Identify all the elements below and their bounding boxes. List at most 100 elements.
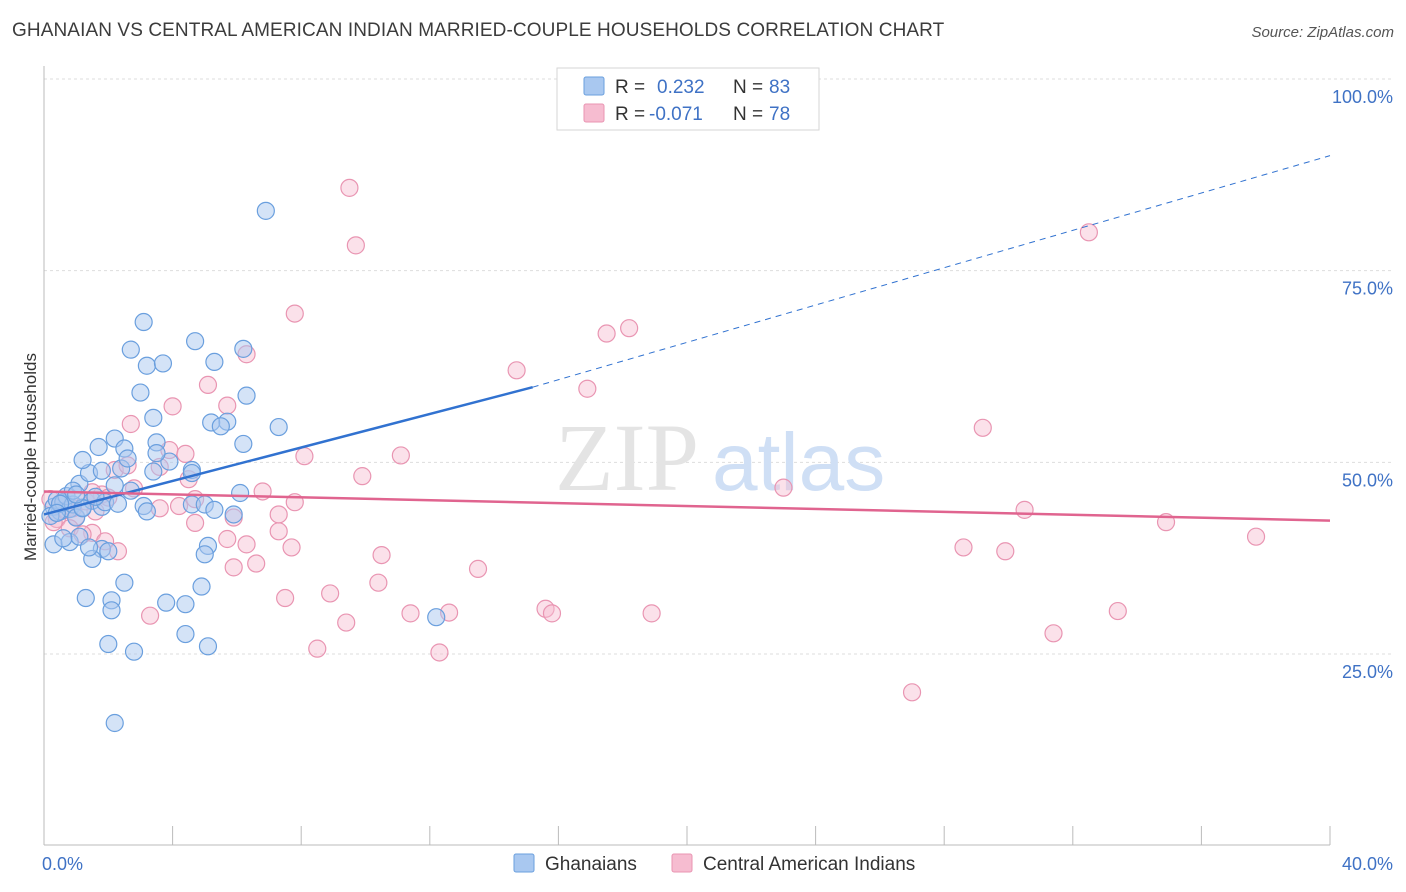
data-point-central-american-indians — [401, 604, 420, 623]
data-point-ghanaians — [182, 463, 201, 483]
data-point-central-american-indians — [1079, 223, 1098, 242]
data-point-ghanaians — [211, 417, 230, 436]
data-point-central-american-indians — [536, 599, 555, 618]
data-point-ghanaians — [105, 476, 124, 495]
data-point-central-american-indians — [996, 542, 1015, 561]
legend-n-value: 83 — [769, 77, 790, 98]
data-point-central-american-indians — [353, 467, 372, 486]
data-point-ghanaians — [205, 500, 224, 519]
y-axis-tick-labels: 25.0% 50.0% 75.0% 100.0% — [1332, 87, 1393, 682]
data-point-ghanaians — [269, 417, 288, 437]
data-point-central-american-indians — [1015, 500, 1034, 519]
data-point-ghanaians — [105, 713, 124, 733]
data-point-central-american-indians — [140, 606, 160, 625]
data-point-central-american-indians — [121, 414, 140, 434]
data-point-ghanaians — [427, 608, 446, 627]
data-point-ghanaians — [237, 386, 256, 405]
trend-line-ghanaians-extension — [532, 155, 1331, 388]
x-tick-label: 40.0% — [1342, 854, 1393, 874]
y-tick-label: 50.0% — [1342, 470, 1393, 490]
data-point-central-american-indians — [430, 643, 449, 662]
data-point-ghanaians — [67, 485, 86, 504]
data-point-ghanaians — [144, 408, 163, 427]
trend-lines — [43, 155, 1331, 522]
legend-n-value: 78 — [769, 104, 790, 125]
bottom-legend: Ghanaians Central American Indians — [513, 853, 915, 875]
bottom-legend-label: Central American Indians — [703, 854, 915, 875]
data-point-central-american-indians — [321, 584, 340, 603]
data-point-ghanaians — [99, 634, 118, 654]
chart-title: GHANAIAN VS CENTRAL AMERICAN INDIAN MARR… — [12, 20, 945, 41]
data-point-central-american-indians — [369, 573, 388, 592]
data-point-central-american-indians — [346, 236, 365, 255]
data-point-central-american-indians — [285, 304, 304, 323]
data-point-ghanaians — [54, 529, 73, 548]
data-point-central-american-indians — [468, 559, 488, 579]
legend-n-label: N = — [733, 104, 763, 125]
legend-r-label: R = — [615, 77, 645, 98]
data-point-central-american-indians — [176, 444, 195, 463]
y-tick-label: 25.0% — [1342, 662, 1393, 682]
data-point-central-american-indians — [269, 522, 288, 541]
data-point-central-american-indians — [902, 683, 922, 702]
data-point-ghanaians — [92, 461, 111, 480]
data-point-central-american-indians — [597, 324, 616, 343]
data-point-ghanaians — [224, 505, 243, 524]
data-point-ghanaians — [76, 588, 95, 608]
data-point-central-american-indians — [308, 639, 327, 658]
data-point-ghanaians — [99, 542, 118, 561]
legend-swatch-central-american-indians — [583, 103, 605, 123]
data-point-central-american-indians — [237, 535, 256, 554]
data-point-central-american-indians — [973, 418, 992, 437]
data-point-central-american-indians — [295, 447, 314, 466]
legend-r-value: 0.232 — [657, 77, 705, 98]
data-point-ghanaians — [147, 444, 166, 463]
data-point-ghanaians — [153, 354, 173, 373]
data-point-central-american-indians — [340, 178, 359, 197]
data-point-central-american-indians — [1044, 624, 1063, 643]
data-point-ghanaians — [192, 577, 211, 596]
x-axis-tick-labels: 0.0% 40.0% — [42, 854, 1393, 874]
data-point-ghanaians — [186, 332, 205, 351]
gridlines — [44, 78, 1393, 655]
data-point-central-american-indians — [198, 375, 218, 394]
axes — [43, 66, 1331, 846]
data-point-central-american-indians — [507, 361, 526, 380]
data-point-central-american-indians — [218, 529, 237, 549]
data-point-ghanaians — [137, 356, 156, 375]
bottom-legend-label: Ghanaians — [545, 854, 637, 875]
data-point-central-american-indians — [276, 588, 295, 608]
data-point-ghanaians — [131, 383, 150, 402]
data-point-ghanaians — [102, 601, 121, 620]
data-point-central-american-indians — [163, 397, 182, 416]
data-point-central-american-indians — [578, 379, 597, 398]
data-point-ghanaians — [73, 450, 92, 470]
data-point-central-american-indians — [186, 513, 205, 533]
watermark-zip: ZIP — [555, 404, 699, 511]
watermark-atlas: atlas — [712, 417, 885, 508]
x-tick-label: 0.0% — [42, 854, 83, 874]
data-point-central-american-indians — [218, 396, 237, 415]
data-point-central-american-indians — [1246, 527, 1266, 546]
data-point-central-american-indians — [372, 545, 391, 565]
data-point-ghanaians — [234, 434, 253, 454]
data-point-ghanaians — [195, 545, 214, 564]
legend-r-value: -0.071 — [649, 104, 703, 125]
data-point-ghanaians — [134, 312, 153, 332]
source-label: Source: ZipAtlas.com — [1251, 24, 1394, 41]
data-point-ghanaians — [160, 452, 179, 471]
data-point-ghanaians — [118, 449, 137, 468]
data-point-ghanaians — [115, 573, 134, 592]
legend-swatch-ghanaians — [583, 76, 605, 96]
legend-r-label: R = — [615, 104, 645, 125]
data-point-central-american-indians — [774, 478, 793, 497]
data-point-central-american-indians — [391, 446, 410, 465]
legend-n-label: N = — [733, 77, 763, 98]
y-tick-label: 100.0% — [1332, 87, 1393, 107]
y-axis-title: Married-couple Households — [21, 353, 40, 561]
bottom-legend-swatch-ghanaians — [513, 853, 535, 873]
y-tick-label: 75.0% — [1342, 279, 1393, 299]
data-point-central-american-indians — [1108, 601, 1127, 621]
data-point-ghanaians — [198, 637, 218, 656]
